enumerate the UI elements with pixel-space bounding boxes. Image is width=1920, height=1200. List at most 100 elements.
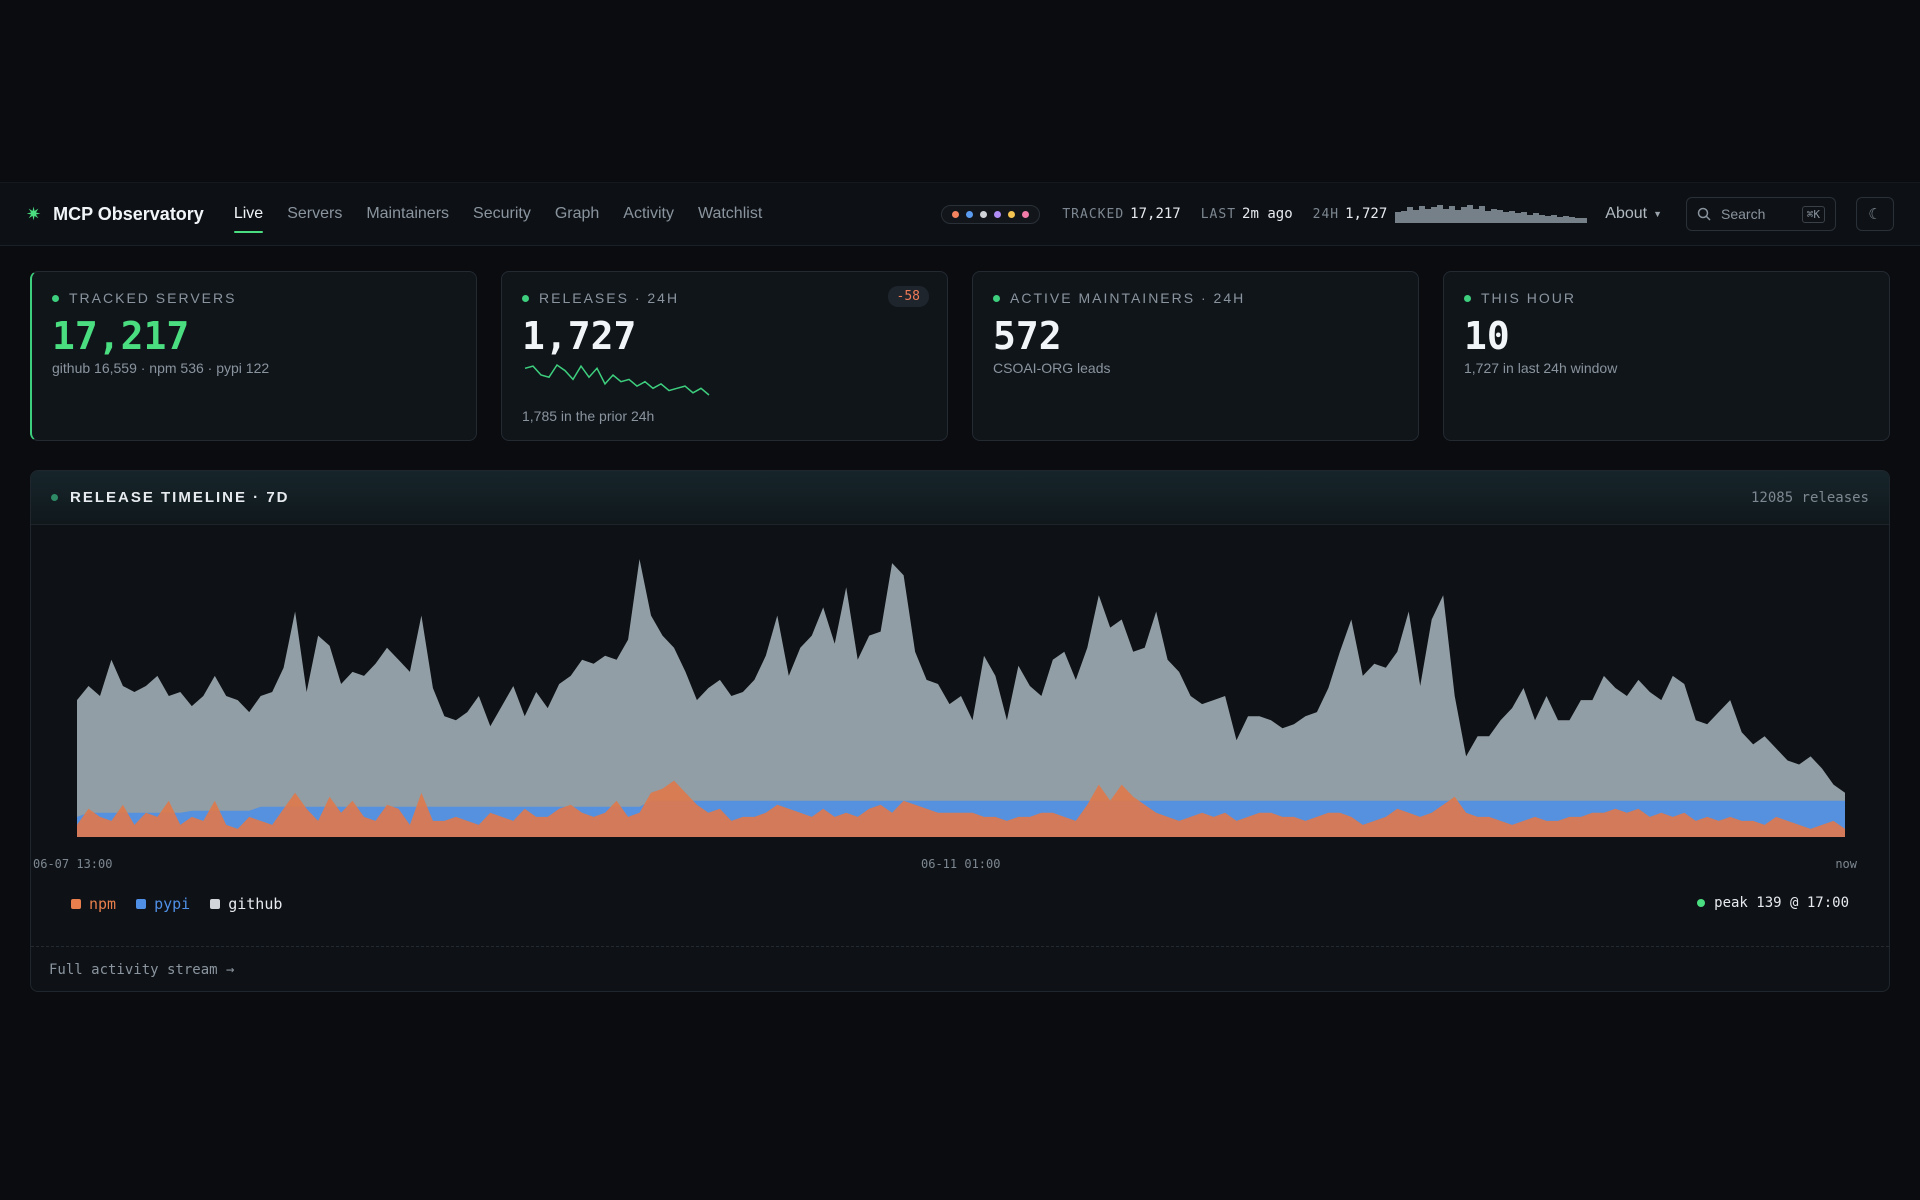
last-value: 2m ago [1242, 206, 1293, 222]
h24-bar [1395, 212, 1402, 223]
last-label: LAST [1200, 206, 1237, 222]
card-subtitle: CSOAI-ORG leads [993, 359, 1111, 376]
card-title: ACTIVE MAINTAINERS · 24H [1010, 290, 1246, 306]
source-status-dot [994, 210, 1002, 218]
card-subtitle: 1,785 in the prior 24h [522, 407, 655, 424]
card-tracked-servers[interactable]: TRACKED SERVERS 17,217 github 16,559 · n… [30, 271, 477, 441]
legend-item-npm[interactable]: npm [71, 895, 116, 913]
legend-item-pypi[interactable]: pypi [136, 895, 190, 913]
tracked-label: TRACKED [1062, 206, 1125, 222]
observatory-logo-icon: ✷ [26, 204, 42, 224]
card-releases-24h[interactable]: RELEASES · 24H -58 1,727 1,785 in the pr… [501, 271, 948, 441]
nav-link-servers[interactable]: Servers [287, 205, 343, 222]
h24-bar [1575, 218, 1582, 223]
source-status-dot [1022, 210, 1030, 218]
nav-link-live[interactable]: Live [233, 199, 264, 233]
legend-label: pypi [154, 895, 191, 913]
h24-bar [1431, 207, 1438, 223]
chevron-down-icon: ▼ [1653, 209, 1662, 219]
h24-bar [1527, 214, 1534, 223]
activity-stream-label: Full activity stream → [49, 962, 235, 978]
h24-bar [1425, 208, 1432, 223]
h24-bar [1509, 211, 1516, 223]
search-icon [1697, 207, 1711, 221]
nav-links: Live Servers Maintainers Security Graph Activ… [233, 199, 786, 233]
card-title: TRACKED SERVERS [69, 290, 237, 306]
chart-legend: npm pypi github [71, 895, 282, 913]
h24-bar [1515, 213, 1522, 223]
source-status-dots[interactable] [941, 204, 1041, 224]
live-dot-icon [52, 294, 59, 302]
moon-icon: ☾ [1868, 206, 1882, 223]
legend-swatch [136, 899, 147, 909]
search-placeholder: Search [1721, 206, 1766, 222]
h24-bar [1551, 214, 1558, 223]
h24-spark-bars [1395, 205, 1588, 223]
card-subtitle: 1,727 in last 24h window [1464, 359, 1618, 376]
nav-status: TRACKED 17,217 LAST 2m ago 24H 1,727 Abo… [941, 197, 1894, 231]
h24-bar [1455, 209, 1462, 223]
peak-indicator: peak 139 @ 17:00 [1697, 895, 1849, 911]
card-title: RELEASES · 24H [539, 290, 680, 306]
card-active-maintainers[interactable]: ACTIVE MAINTAINERS · 24H 572 CSOAI-ORG l… [972, 271, 1419, 441]
h24-value: 1,727 [1345, 206, 1388, 222]
release-area-chart[interactable] [31, 525, 1889, 855]
card-value: 1,727 [522, 314, 637, 358]
h24-bar [1461, 207, 1468, 223]
live-dot-icon [522, 294, 529, 302]
search-button[interactable]: Search ⌘K [1686, 197, 1836, 231]
source-status-dot [966, 210, 974, 218]
brand[interactable]: ✷ MCP Observatory [26, 204, 204, 225]
h24-bar [1491, 208, 1498, 223]
series-area-github[interactable] [77, 559, 1845, 837]
h24-bar [1545, 215, 1552, 223]
x-tick-label: 06-11 01:00 [921, 857, 1001, 871]
peak-dot-icon [1697, 899, 1706, 907]
legend-swatch [71, 899, 81, 909]
h24-bar [1557, 217, 1564, 223]
nav-link-maintainers[interactable]: Maintainers [366, 205, 450, 222]
h24-bar [1419, 206, 1426, 223]
card-value: 10 [1464, 314, 1510, 358]
h24-bar [1563, 215, 1570, 223]
h24-bar [1413, 209, 1420, 223]
h24-bar [1521, 212, 1528, 223]
card-subtitle: github 16,559 · npm 536 · pypi 122 [52, 359, 270, 376]
h24-bar [1401, 211, 1408, 223]
h24-bar [1581, 218, 1588, 223]
live-dot-icon [1464, 294, 1471, 302]
h24-bar [1407, 207, 1414, 223]
top-nav: ✷ MCP Observatory Live Servers Maintainers… [0, 182, 1920, 246]
nav-link-watchlist[interactable]: Watchlist [697, 205, 763, 222]
legend-label: npm [89, 895, 117, 913]
release-timeline-panel: RELEASE TIMELINE · 7D 12085 releases 06-… [30, 470, 1890, 992]
timeline-count: 12085 releases [1750, 489, 1869, 506]
h24-bar [1485, 211, 1492, 223]
h24-bar [1467, 205, 1474, 223]
about-menu[interactable]: About ▼ [1605, 205, 1662, 223]
nav-link-security[interactable]: Security [473, 205, 531, 222]
h24-bar [1533, 213, 1540, 223]
legend-swatch [210, 899, 221, 909]
app-title: MCP Observatory [53, 203, 204, 224]
h24-bar [1473, 208, 1480, 223]
theme-toggle-button[interactable]: ☾ [1856, 197, 1894, 231]
x-tick-label: now [1835, 857, 1857, 871]
timeline-title: RELEASE TIMELINE · 7D [70, 489, 290, 506]
h24-bar [1449, 206, 1456, 223]
delta-badge: -58 [887, 286, 929, 307]
legend-item-github[interactable]: github [210, 895, 282, 913]
series-area-npm[interactable] [77, 780, 1845, 837]
releases-sparkline [524, 363, 710, 396]
tracked-value: 17,217 [1130, 206, 1181, 222]
card-value: 572 [993, 314, 1062, 358]
sparkline-path [524, 363, 710, 396]
peak-text: peak 139 @ 17:00 [1714, 895, 1849, 911]
nav-link-graph[interactable]: Graph [554, 205, 600, 222]
nav-link-activity[interactable]: Activity [623, 205, 674, 222]
legend-label: github [228, 895, 283, 913]
source-status-dot [980, 210, 988, 218]
h24-bar [1443, 208, 1450, 223]
card-this-hour[interactable]: THIS HOUR 10 1,727 in last 24h window [1443, 271, 1890, 441]
activity-stream-link[interactable]: Full activity stream → [31, 946, 1889, 991]
